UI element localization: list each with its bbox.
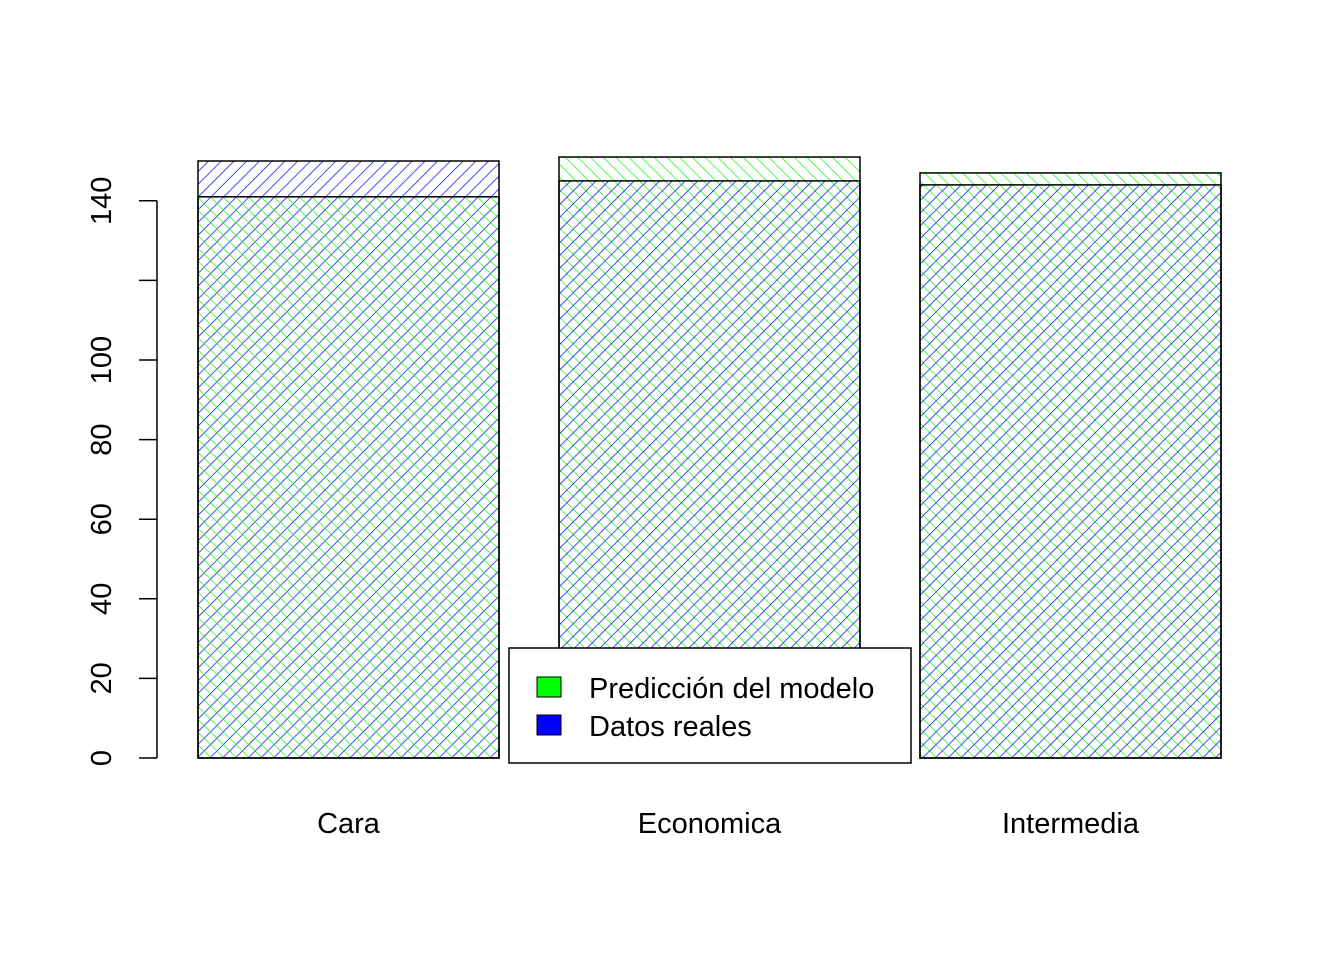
x-label-economica: Economica <box>638 808 782 840</box>
y-tick-label-20: 20 <box>86 662 118 694</box>
y-tick-label-100: 100 <box>86 336 118 384</box>
bar-outline-intermedia-datos-reales <box>919 184 1222 759</box>
y-tick-label-40: 40 <box>86 583 118 615</box>
legend-box <box>508 647 912 764</box>
x-label-cara: Cara <box>317 808 381 840</box>
y-tick-label-0: 0 <box>86 750 118 766</box>
y-axis: 0 20 40 60 80 100 140 <box>86 177 158 766</box>
legend-swatch-prediccion <box>536 676 562 698</box>
bar-outline-cara-prediccion-del-modelo <box>197 196 500 759</box>
x-label-intermedia: Intermedia <box>1002 808 1140 840</box>
y-tick-label-60: 60 <box>86 503 118 535</box>
legend: Predicción del modelo Datos reales <box>508 647 912 764</box>
bar-intermedia-datos-reales <box>920 184 1221 758</box>
y-tick-label-140: 140 <box>86 177 118 225</box>
x-axis-labels: Cara Economica Intermedia <box>317 808 1140 840</box>
legend-label-prediccion: Predicción del modelo <box>589 673 874 705</box>
bar-cara-prediccion-del-modelo <box>198 196 499 758</box>
legend-label-datos-reales: Datos reales <box>589 711 752 743</box>
legend-swatch-datos-reales <box>536 714 562 736</box>
y-tick-label-80: 80 <box>86 423 118 455</box>
